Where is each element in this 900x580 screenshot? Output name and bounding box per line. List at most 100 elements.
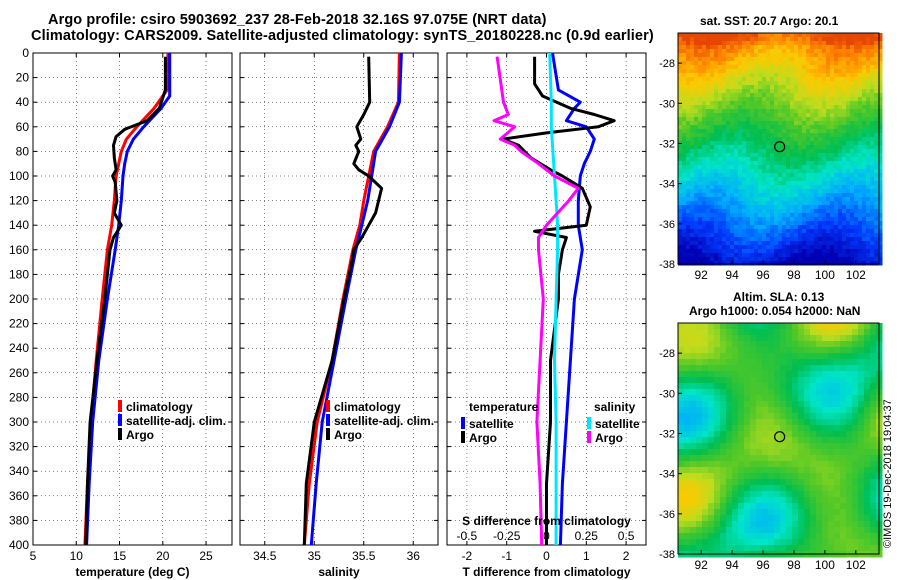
map-cell [834,503,841,510]
map-cell [710,73,715,78]
map-cell [874,97,879,102]
map-cell [730,253,735,258]
map-cell [798,125,803,130]
map-cell [870,33,875,38]
map-cell [686,221,691,226]
map-cell [742,253,747,258]
map-cell [846,419,853,426]
map-cell [874,181,879,186]
map-cell [702,509,709,516]
map-cell [720,509,727,516]
map-cell [852,323,859,330]
map-cell [678,113,683,118]
map-cell [710,149,715,154]
map-cell [786,245,791,250]
map-cell [782,77,787,82]
map-cell [786,217,791,222]
map-cell [746,165,751,170]
map-cell [778,237,783,242]
map-cell [806,49,811,54]
map-cell [678,57,683,62]
map-cell [870,425,877,432]
map-cell [702,443,709,450]
map-cell [726,413,733,420]
map-cell [786,173,791,178]
map-cell [842,201,847,206]
map-cell [682,77,687,82]
map-cell [702,245,707,250]
map-cell [750,185,755,190]
map-x-tick-label: 100 [815,268,835,282]
map-cell [814,169,819,174]
map-cell [810,101,815,106]
map-cell [846,121,851,126]
map-cell [834,257,839,262]
map-cell [774,161,779,166]
map-cell [690,329,697,336]
map-cell [846,41,851,46]
map-cell [842,245,847,250]
map-cell [686,97,691,102]
map-cell [678,377,685,384]
map-cell [714,65,719,70]
map-cell [726,377,733,384]
map-cell [806,117,811,122]
map-cell [822,237,827,242]
map-cell [790,201,795,206]
map-cell [878,61,883,66]
map-cell [690,177,695,182]
map-cell [720,341,727,348]
map-cell [834,479,841,486]
map-cell [706,233,711,238]
map-cell [862,133,867,138]
map-cell [702,323,709,330]
map-cell [874,233,879,238]
map-cell [696,479,703,486]
map-cell [792,323,799,330]
map-cell [690,395,697,402]
map-cell [742,37,747,42]
map-cell [822,189,827,194]
map-cell [864,359,871,366]
map-cell [790,237,795,242]
map-cell [870,161,875,166]
map-cell [866,241,871,246]
map-cell [822,395,829,402]
map-cell [722,253,727,258]
map-cell [846,249,851,254]
map-cell [714,527,721,534]
map-cell [806,221,811,226]
map-cell [774,473,781,480]
map-cell [762,407,769,414]
map-cell [822,329,829,336]
map-cell [710,109,715,114]
map-cell [786,189,791,194]
map-cell [852,383,859,390]
map-cell [782,141,787,146]
map-cell [702,485,709,492]
map-cell [806,261,811,266]
map-cell [852,473,859,480]
map-cell [738,97,743,102]
map-cell [802,109,807,114]
map-cell [726,173,731,178]
map-cell [780,365,787,372]
map-cell [830,233,835,238]
map-cell [766,229,771,234]
map-cell [706,241,711,246]
map-cell [874,77,879,82]
map-cell [756,395,763,402]
map-cell [750,233,755,238]
map-cell [774,467,781,474]
map-cell [682,197,687,202]
map-cell [758,197,763,202]
map-cell [854,121,859,126]
map-cell [774,77,779,82]
map-cell [714,85,719,90]
map-cell [782,53,787,58]
map-cell [730,201,735,206]
map-cell [714,121,719,126]
map-cell [754,65,759,70]
map-cell [858,109,863,114]
map-cell [682,185,687,190]
